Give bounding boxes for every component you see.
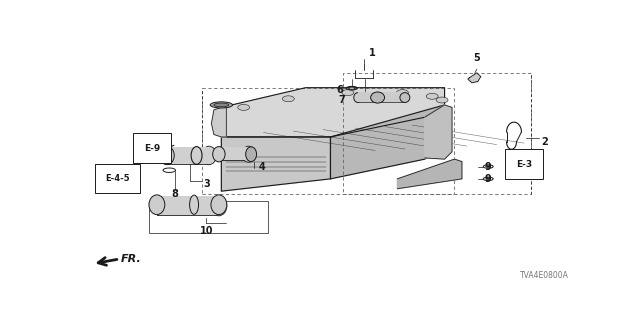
Circle shape [282, 96, 294, 102]
Ellipse shape [486, 178, 491, 180]
Bar [358, 92, 405, 102]
Text: 8: 8 [172, 189, 179, 199]
Polygon shape [397, 159, 462, 189]
Text: 7: 7 [339, 95, 346, 105]
Text: FR.: FR. [121, 254, 141, 264]
Text: 1: 1 [369, 48, 376, 58]
Circle shape [396, 90, 408, 96]
Bar [167, 147, 209, 164]
Bar [202, 88, 454, 194]
Circle shape [342, 90, 354, 96]
Ellipse shape [486, 166, 491, 167]
Ellipse shape [400, 92, 410, 102]
Ellipse shape [354, 92, 362, 102]
Text: 4: 4 [259, 162, 266, 172]
Text: 3: 3 [203, 179, 210, 189]
Ellipse shape [349, 87, 355, 89]
Text: 9: 9 [484, 162, 491, 172]
Polygon shape [425, 105, 452, 159]
Text: 10: 10 [200, 226, 213, 236]
Ellipse shape [246, 147, 257, 162]
Text: E-9: E-9 [144, 144, 160, 153]
Ellipse shape [242, 146, 255, 162]
Ellipse shape [214, 103, 229, 107]
Polygon shape [221, 88, 445, 137]
Circle shape [426, 93, 438, 99]
Circle shape [237, 104, 250, 110]
Circle shape [436, 97, 448, 103]
Polygon shape [221, 137, 330, 191]
Polygon shape [330, 105, 445, 179]
Ellipse shape [149, 195, 165, 215]
Polygon shape [211, 108, 227, 137]
Bar [219, 147, 249, 160]
Bar [157, 196, 219, 215]
Text: E-4-5: E-4-5 [105, 174, 129, 183]
Text: 6: 6 [336, 85, 343, 95]
Text: TVA4E0800A: TVA4E0800A [520, 271, 568, 280]
Ellipse shape [211, 196, 227, 216]
Polygon shape [468, 73, 481, 83]
Ellipse shape [202, 146, 216, 165]
Ellipse shape [159, 146, 174, 165]
Text: E-3: E-3 [516, 160, 532, 169]
Text: 9: 9 [484, 174, 491, 184]
Bar [343, 73, 531, 194]
Text: 2: 2 [541, 137, 548, 147]
Ellipse shape [211, 195, 227, 215]
Ellipse shape [210, 102, 232, 108]
Ellipse shape [371, 92, 385, 103]
Ellipse shape [212, 147, 225, 162]
Text: 5: 5 [474, 53, 480, 63]
